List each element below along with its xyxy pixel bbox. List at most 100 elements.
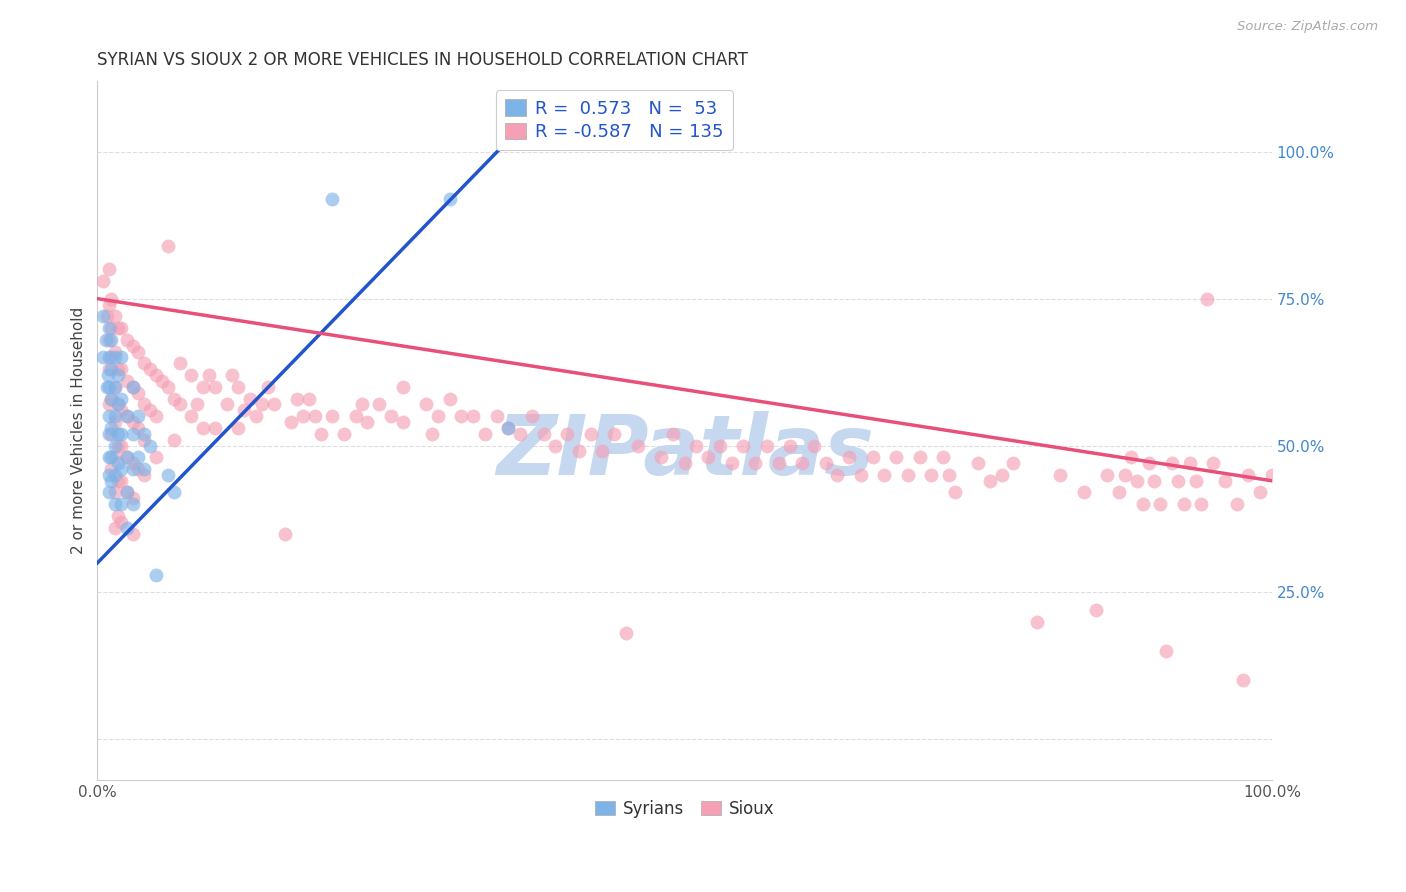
Point <box>104 409 127 424</box>
Point <box>110 474 132 488</box>
Point <box>100 321 122 335</box>
Point <box>96 310 118 324</box>
Point <box>391 380 413 394</box>
Point <box>415 397 437 411</box>
Point <box>1249 485 1271 500</box>
Point <box>233 403 256 417</box>
Point <box>485 409 508 424</box>
Point <box>104 310 127 324</box>
Point <box>115 521 138 535</box>
Point <box>420 426 443 441</box>
Point <box>115 485 138 500</box>
Point <box>115 409 138 424</box>
Point <box>145 409 167 424</box>
Point <box>673 456 696 470</box>
Point <box>215 397 238 411</box>
Point <box>1073 485 1095 500</box>
Point <box>1114 467 1136 482</box>
Point <box>1137 456 1160 470</box>
Point <box>104 438 127 452</box>
Point <box>91 310 114 324</box>
Point <box>110 497 132 511</box>
Point <box>1161 456 1184 470</box>
Point <box>107 474 129 488</box>
Point <box>603 426 626 441</box>
Point <box>627 438 650 452</box>
Point <box>98 380 121 394</box>
Point <box>121 462 143 476</box>
Point <box>139 362 162 376</box>
Point <box>139 438 162 452</box>
Point <box>533 426 555 441</box>
Point <box>110 403 132 417</box>
Point <box>145 567 167 582</box>
Point <box>110 462 132 476</box>
Legend: Syrians, Sioux: Syrians, Sioux <box>588 793 782 824</box>
Point <box>107 397 129 411</box>
Point <box>169 356 191 370</box>
Point <box>104 380 127 394</box>
Point <box>321 409 343 424</box>
Point <box>107 362 129 376</box>
Point <box>509 426 531 441</box>
Point <box>110 426 132 441</box>
Point <box>127 385 149 400</box>
Point <box>115 485 138 500</box>
Point <box>100 333 122 347</box>
Point <box>838 450 860 465</box>
Point <box>304 409 326 424</box>
Point <box>979 474 1001 488</box>
Point <box>967 456 990 470</box>
Point <box>1202 456 1225 470</box>
Point <box>121 497 143 511</box>
Point <box>156 380 179 394</box>
Point <box>285 392 308 406</box>
Point <box>591 444 613 458</box>
Point <box>121 456 143 470</box>
Point <box>908 450 931 465</box>
Point <box>100 462 122 476</box>
Point <box>1178 456 1201 470</box>
Point <box>115 409 138 424</box>
Point <box>127 409 149 424</box>
Point <box>115 333 138 347</box>
Point <box>110 515 132 529</box>
Point <box>897 467 920 482</box>
Point <box>134 397 156 411</box>
Point <box>107 456 129 470</box>
Point <box>156 239 179 253</box>
Point <box>827 467 849 482</box>
Point <box>98 362 121 376</box>
Point <box>107 321 129 335</box>
Point <box>720 456 742 470</box>
Point <box>107 508 129 523</box>
Point <box>250 397 273 411</box>
Point <box>932 450 955 465</box>
Point <box>121 339 143 353</box>
Point <box>134 426 156 441</box>
Point <box>1184 474 1206 488</box>
Point <box>104 344 127 359</box>
Point <box>107 426 129 441</box>
Point <box>156 467 179 482</box>
Point <box>94 333 117 347</box>
Point <box>333 426 356 441</box>
Point <box>104 467 127 482</box>
Point <box>1226 497 1249 511</box>
Point <box>98 297 121 311</box>
Point <box>239 392 262 406</box>
Point <box>163 485 186 500</box>
Point <box>100 292 122 306</box>
Point <box>1026 615 1049 629</box>
Point <box>204 380 226 394</box>
Point <box>104 521 127 535</box>
Point <box>191 380 214 394</box>
Point <box>98 397 121 411</box>
Point <box>191 421 214 435</box>
Point <box>474 426 496 441</box>
Point <box>427 409 450 424</box>
Point <box>1084 603 1107 617</box>
Point <box>100 474 122 488</box>
Point <box>100 426 122 441</box>
Point <box>790 456 813 470</box>
